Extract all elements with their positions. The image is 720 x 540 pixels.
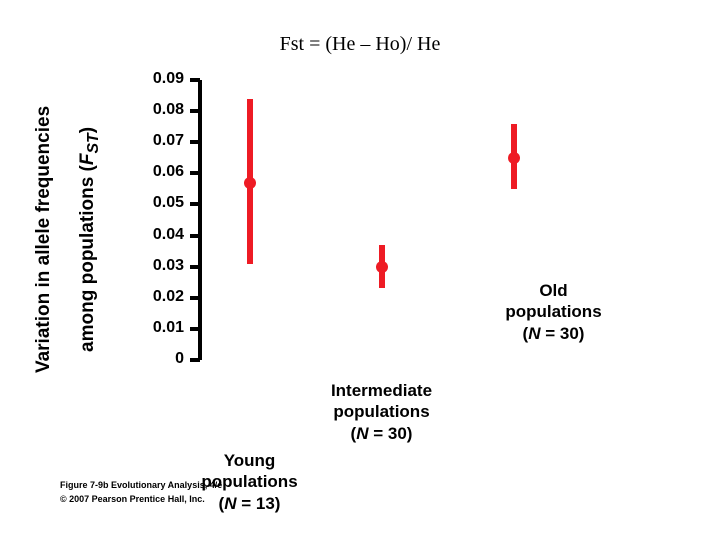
category-label-intermediate: Intermediate populations (N = 30): [302, 380, 462, 444]
y-axis-label-fst-sub: ST: [85, 133, 102, 153]
y-tick-label: 0.09: [124, 70, 184, 88]
y-tick-label: 0.07: [124, 132, 184, 150]
y-tick: [190, 78, 200, 82]
y-tick-label: 0.01: [124, 319, 184, 337]
data-point-young: [244, 177, 256, 189]
data-point-old: [508, 152, 520, 164]
y-tick: [190, 171, 200, 175]
y-tick-label: 0.05: [124, 194, 184, 212]
y-axis-label-fst-f: F: [77, 154, 98, 166]
y-tick: [190, 358, 200, 362]
cat-line2: populations: [333, 402, 429, 421]
y-tick: [190, 296, 200, 300]
y-axis-label-close: ): [77, 127, 98, 133]
y-tick: [190, 265, 200, 269]
y-tick: [190, 140, 200, 144]
data-point-intermediate: [376, 261, 388, 273]
y-tick-label: 0: [124, 350, 184, 368]
cat-n: (N = 13): [219, 494, 281, 513]
y-axis-line: [198, 80, 202, 360]
formula-text: Fst = (He – Ho)/ He: [0, 33, 720, 56]
y-tick-label: 0.08: [124, 101, 184, 119]
plot-area: 0.090.080.070.060.050.040.030.020.010You…: [200, 80, 530, 360]
y-tick-label: 0.02: [124, 288, 184, 306]
figure-copyright: © 2007 Pearson Prentice Hall, Inc.: [60, 494, 205, 504]
y-tick-label: 0.03: [124, 257, 184, 275]
cat-line1: Young: [224, 451, 276, 470]
figure-container: Fst = (He – Ho)/ He Variation in allele …: [0, 0, 720, 540]
cat-line2: populations: [505, 302, 601, 321]
cat-line1: Intermediate: [331, 381, 432, 400]
y-tick-label: 0.04: [124, 226, 184, 244]
y-tick: [190, 109, 200, 113]
cat-n: (N = 30): [523, 324, 585, 343]
y-axis-label-line1: Variation in allele frequencies: [33, 106, 54, 373]
y-axis-label: Variation in allele frequencies among po…: [11, 106, 125, 394]
y-axis-label-line2: among populations (: [77, 165, 98, 352]
y-tick-label: 0.06: [124, 163, 184, 181]
y-tick: [190, 234, 200, 238]
figure-caption: Figure 7-9b Evolutionary Analysis, 4/e: [60, 480, 222, 490]
cat-line1: Old: [539, 281, 567, 300]
y-tick: [190, 202, 200, 206]
y-tick: [190, 327, 200, 331]
cat-n: (N = 30): [351, 424, 413, 443]
category-label-old: Old populations (N = 30): [474, 280, 634, 344]
